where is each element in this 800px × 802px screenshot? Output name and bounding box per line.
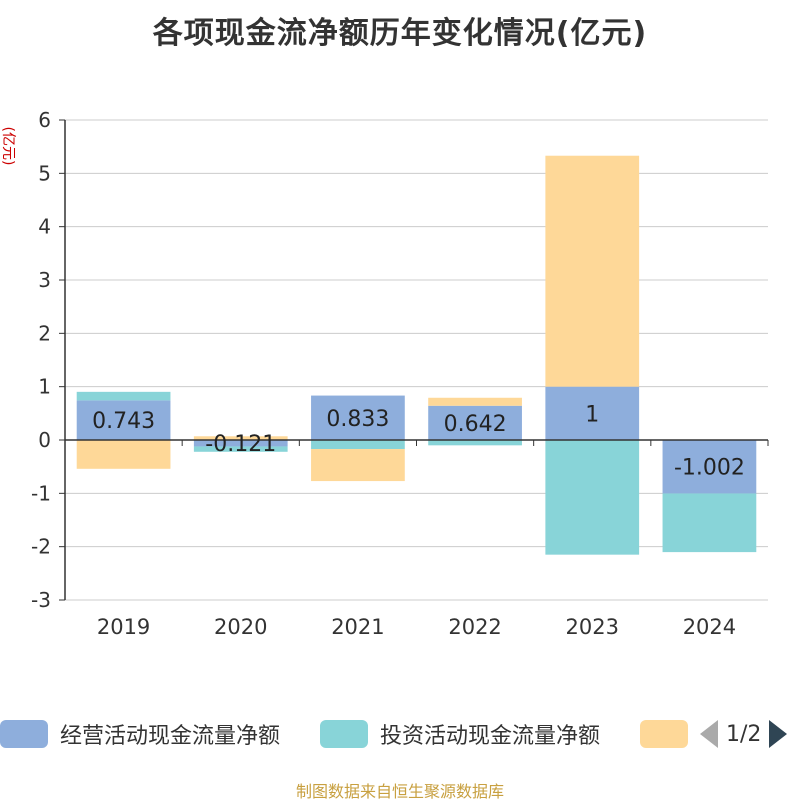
legend-swatch-operating (0, 720, 48, 748)
x-tick-label-2022: 2022 (448, 615, 501, 639)
x-tick-label-2024: 2024 (683, 615, 736, 639)
y-tick-label: 6 (38, 108, 51, 132)
data-label-2021: 0.833 (326, 407, 389, 432)
legend-item-operating[interactable]: 经营活动现金流量净额 (0, 716, 280, 752)
bar-2020-series-2 (193, 436, 288, 440)
legend: 经营活动现金流量净额 投资活动现金流量净额 (0, 716, 800, 756)
legend-swatch-financing (640, 720, 688, 748)
legend-item-investing[interactable]: 投资活动现金流量净额 (320, 716, 600, 752)
y-tick-label: -3 (31, 588, 51, 612)
data-label-2024: -1.002 (674, 456, 745, 481)
y-tick-label: -1 (31, 481, 51, 505)
bar-2023-series-1 (545, 440, 640, 555)
chart-title: 各项现金流净额历年变化情况(亿元) (152, 16, 648, 51)
prev-page-icon[interactable] (700, 720, 718, 748)
bar-2022-series-2 (428, 397, 522, 406)
y-tick-label: 3 (38, 268, 51, 292)
bar-2022-series-0 (428, 405, 522, 440)
y-tick-label: 0 (38, 428, 51, 452)
bar-2021-series-0 (311, 395, 405, 440)
y-tick-label: -2 (31, 535, 51, 559)
bar-2020-series-1 (193, 446, 288, 452)
bar-2020-series-0 (193, 440, 288, 447)
next-page-icon[interactable] (769, 720, 788, 748)
bar-2019-series-1 (76, 391, 171, 401)
bar-2021-series-2 (311, 449, 405, 482)
x-tick-label-2019: 2019 (97, 615, 150, 639)
legend-page-indicator: 1/2 (726, 721, 762, 747)
y-tick-label: 5 (38, 161, 51, 185)
legend-swatch-investing (320, 720, 368, 748)
bar-2024-series-1 (662, 493, 757, 553)
y-axis-label: (亿元) (0, 127, 16, 166)
bar-2024-series-0 (662, 440, 757, 494)
legend-label-operating: 经营活动现金流量净额 (60, 724, 281, 749)
data-label-2019: 0.743 (92, 409, 155, 434)
data-label-2022: 0.642 (444, 412, 507, 437)
bar-2022-series-1 (428, 440, 522, 446)
data-label-2023: 1 (585, 402, 599, 427)
x-tick-label-2023: 2023 (566, 615, 619, 639)
y-tick-label: 2 (38, 321, 51, 345)
bar-2023-series-2 (545, 155, 640, 387)
bar-2023-series-0 (545, 386, 640, 440)
x-tick-label-2020: 2020 (214, 615, 267, 639)
y-tick-label: 4 (38, 215, 51, 239)
legend-item-financing[interactable] (640, 716, 688, 752)
bar-2019-series-2 (76, 440, 171, 469)
bar-2019-series-0 (76, 400, 171, 440)
y-tick-label: 1 (38, 375, 51, 399)
bar-2021-series-1 (311, 440, 405, 450)
data-label-2020: -0.121 (205, 432, 276, 457)
data-source-note: 制图数据来自恒生聚源数据库 (295, 782, 504, 801)
legend-pager: 1/2 (700, 716, 788, 752)
legend-label-investing: 投资活动现金流量净额 (380, 724, 601, 749)
x-tick-label-2021: 2021 (331, 615, 384, 639)
